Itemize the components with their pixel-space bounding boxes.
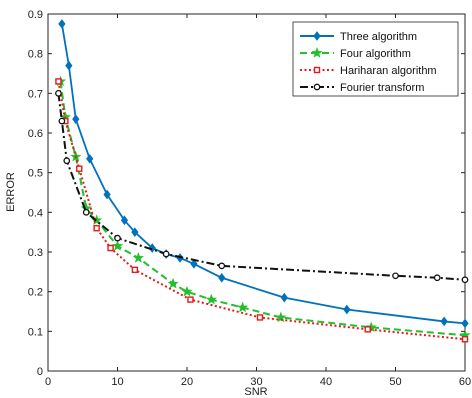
data-point [76,165,83,172]
legend-box [292,21,459,97]
legend-label: Four algorithm [340,48,411,60]
axis-ticks: 0 10 20 30 40 50 60 0 0.1 0.2 0.3 0.4 0.5 0.6 0.7 0.8 0.… [28,9,471,388]
data-point [58,117,66,125]
data-point [181,285,193,297]
legend-item: Three algorithm [300,31,417,43]
data-point [65,60,73,71]
data-point [58,19,66,29]
data-point [461,276,469,284]
y-axis-label: ERROR [5,172,17,212]
data-point [280,292,288,303]
data-point [256,314,264,321]
data-point [187,296,194,303]
y-tick-label: 0.3 [28,247,43,259]
series-line [61,23,466,325]
y-tick-label: 0.2 [28,287,43,299]
data-point [461,336,469,343]
data-point [55,89,62,97]
x-tick-label: 0 [45,376,51,388]
data-point [190,259,198,269]
y-tick-label: 0.9 [28,9,43,21]
y-tick-label: 0 [37,366,43,378]
legend-marker [313,83,321,91]
data-point [120,215,129,226]
data-point [364,326,371,333]
data-point [218,272,226,283]
legend: Three algorithm Four algorithm Hariharan a… [292,21,459,97]
data-point [86,153,94,164]
x-axis-label: SNR [244,386,267,398]
data-point [131,266,139,274]
y-tick-label: 0.6 [28,128,43,140]
data-point [132,252,144,263]
data-point [162,250,170,258]
legend-item: Four algorithm [300,47,411,60]
legend-label: Fourier transform [340,82,424,94]
y-tick-label: 0.4 [28,207,43,219]
data-point [343,304,351,315]
data-point [131,227,139,238]
x-tick-label: 60 [459,376,471,388]
data-point [167,277,179,289]
series-line [59,81,466,337]
data-point [107,244,114,252]
series-3 [55,78,469,343]
series-line [57,81,466,341]
data-point [103,189,111,200]
series-layer [54,19,471,343]
data-point [218,262,226,270]
data-point [63,157,71,165]
y-tick-label: 0.1 [28,326,43,338]
series-4 [55,89,469,284]
data-point [93,224,100,232]
data-point [440,316,448,327]
data-point [205,293,217,305]
legend-label: Three algorithm [340,31,417,43]
data-point [55,78,62,85]
series-1 [58,19,469,329]
y-tick-label: 0.7 [28,88,43,100]
data-point [148,243,156,253]
y-tick-label: 0.8 [28,49,43,61]
legend-item: Fourier transform [300,82,424,94]
data-point [461,318,469,329]
data-point [82,208,90,216]
legend-marker [311,47,323,58]
legend-marker [313,66,321,74]
y-tick-label: 0.5 [28,168,43,180]
x-tick-label: 40 [320,376,332,388]
data-point [392,272,399,280]
data-point [433,274,441,282]
legend-item: Hariharan algorithm [300,65,437,77]
legend-label: Hariharan algorithm [340,65,437,77]
x-tick-label: 50 [389,376,401,388]
x-tick-label: 20 [181,376,193,388]
data-point [111,240,124,251]
x-tick-label: 10 [111,376,123,388]
data-point [72,114,80,124]
data-point [237,301,249,313]
x-tick-label: 30 [250,376,262,388]
legend-marker [313,31,321,41]
data-point [114,234,121,242]
series-line [57,93,466,281]
